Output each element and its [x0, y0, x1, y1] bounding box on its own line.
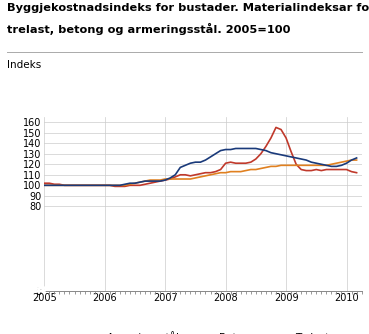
Armeringsstål — [354, 171, 359, 175]
Armeringsstål — [113, 184, 117, 188]
Armeringsstål — [349, 170, 354, 174]
Trelast — [354, 156, 359, 160]
Betong — [349, 158, 354, 162]
Line: Armeringsstål: Armeringsstål — [44, 128, 356, 186]
Trelast — [264, 149, 268, 153]
Trelast — [188, 161, 193, 165]
Betong — [42, 183, 46, 187]
Armeringsstål — [143, 182, 147, 186]
Betong — [188, 177, 193, 181]
Trelast — [234, 147, 238, 151]
Trelast — [198, 160, 203, 164]
Betong — [259, 166, 263, 170]
Trelast — [42, 183, 46, 187]
Trelast — [349, 158, 354, 162]
Armeringsstål — [193, 173, 198, 177]
Armeringsstål — [133, 183, 137, 187]
Betong — [198, 175, 203, 179]
Line: Trelast: Trelast — [44, 149, 356, 185]
Armeringsstål — [203, 171, 208, 175]
Trelast — [128, 181, 132, 185]
Armeringsstål — [264, 144, 268, 148]
Armeringsstål — [42, 181, 46, 185]
Legend: Armeringsstål, Betong, Trelast: Armeringsstål, Betong, Trelast — [73, 327, 333, 334]
Betong — [128, 182, 132, 186]
Betong — [344, 159, 349, 163]
Text: trelast, betong og armeringsstål. 2005=100: trelast, betong og armeringsstål. 2005=1… — [7, 23, 291, 35]
Trelast — [138, 180, 142, 184]
Text: Byggjekostnadsindeks for bustader. Materialindeksar for: Byggjekostnadsindeks for bustader. Mater… — [7, 3, 369, 13]
Betong — [354, 158, 359, 162]
Betong — [138, 180, 142, 184]
Text: Indeks: Indeks — [7, 60, 42, 70]
Line: Betong: Betong — [44, 160, 356, 185]
Armeringsstål — [274, 126, 278, 130]
